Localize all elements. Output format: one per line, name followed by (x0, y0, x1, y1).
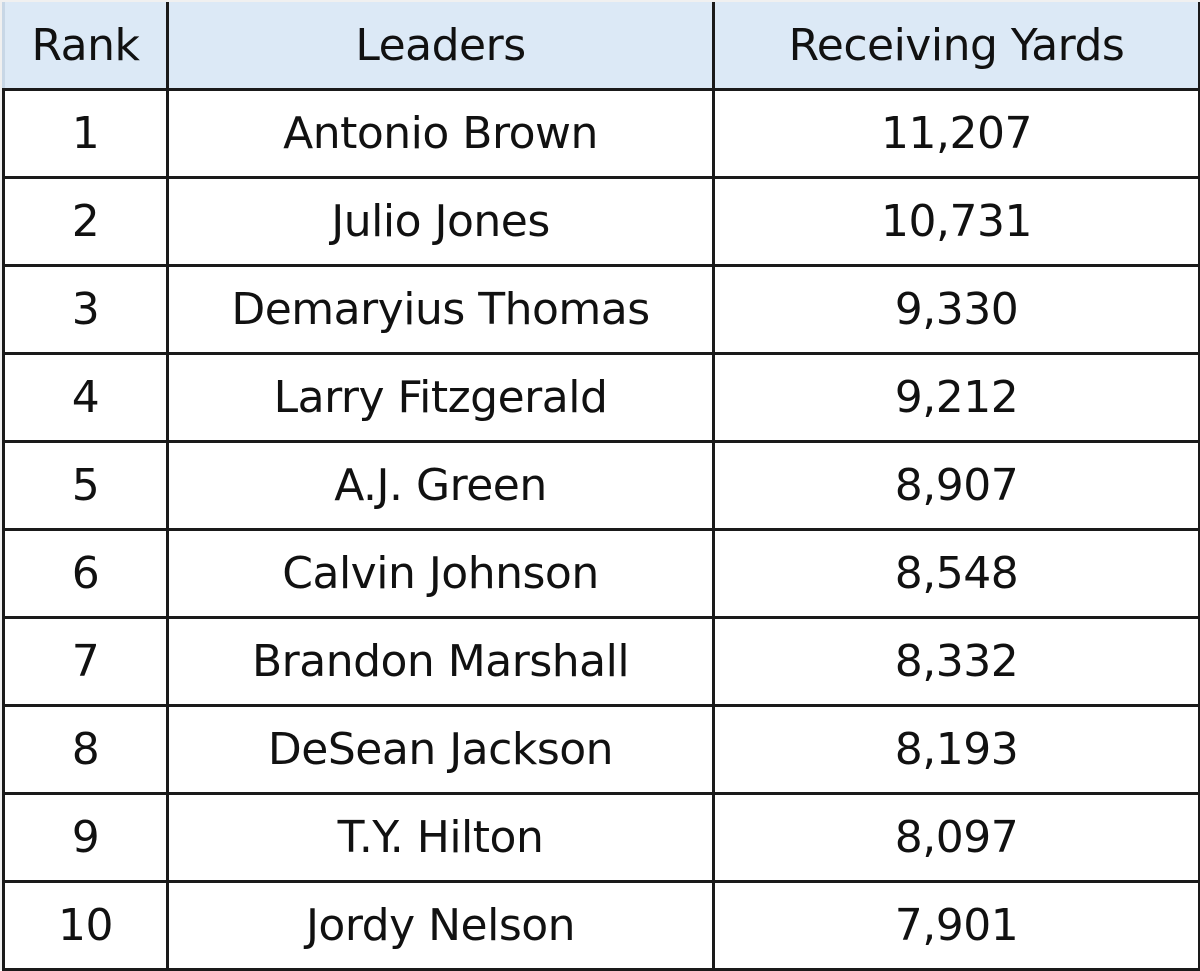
header-rank: Rank (2, 2, 169, 91)
cell-leader-name: DeSean Jackson (166, 704, 715, 795)
cell-leader-name: Larry Fitzgerald (166, 352, 715, 443)
header-receiving-yards: Receiving Yards (712, 2, 1200, 91)
cell-rank: 3 (2, 264, 169, 355)
table-row: 1 Antonio Brown 11,207 (2, 88, 1200, 179)
cell-rank: 7 (2, 616, 169, 707)
cell-receiving-yards: 8,193 (712, 704, 1200, 795)
table-row: 3 Demaryius Thomas 9,330 (2, 264, 1200, 355)
cell-receiving-yards: 8,097 (712, 792, 1200, 883)
cell-receiving-yards: 10,731 (712, 176, 1200, 267)
table-row: 7 Brandon Marshall 8,332 (2, 616, 1200, 707)
table-row: 10 Jordy Nelson 7,901 (2, 880, 1200, 971)
table-header: Rank Leaders Receiving Yards (2, 2, 1200, 91)
cell-leader-name: Jordy Nelson (166, 880, 715, 971)
cell-leader-name: Brandon Marshall (166, 616, 715, 707)
header-row: Rank Leaders Receiving Yards (2, 2, 1200, 91)
cell-receiving-yards: 7,901 (712, 880, 1200, 971)
cell-receiving-yards: 8,332 (712, 616, 1200, 707)
cell-rank: 2 (2, 176, 169, 267)
cell-leader-name: Demaryius Thomas (166, 264, 715, 355)
cell-rank: 9 (2, 792, 169, 883)
cell-receiving-yards: 8,907 (712, 440, 1200, 531)
cell-rank: 5 (2, 440, 169, 531)
cell-receiving-yards: 9,212 (712, 352, 1200, 443)
cell-leader-name: Antonio Brown (166, 88, 715, 179)
cell-leader-name: Calvin Johnson (166, 528, 715, 619)
cell-receiving-yards: 8,548 (712, 528, 1200, 619)
table-row: 2 Julio Jones 10,731 (2, 176, 1200, 267)
cell-receiving-yards: 11,207 (712, 88, 1200, 179)
table-row: 5 A.J. Green 8,907 (2, 440, 1200, 531)
cell-leader-name: Julio Jones (166, 176, 715, 267)
cell-receiving-yards: 9,330 (712, 264, 1200, 355)
table-row: 8 DeSean Jackson 8,193 (2, 704, 1200, 795)
cell-leader-name: A.J. Green (166, 440, 715, 531)
table-row: 6 Calvin Johnson 8,548 (2, 528, 1200, 619)
cell-rank: 4 (2, 352, 169, 443)
cell-leader-name: T.Y. Hilton (166, 792, 715, 883)
header-leaders: Leaders (166, 2, 715, 91)
cell-rank: 6 (2, 528, 169, 619)
cell-rank: 10 (2, 880, 169, 971)
table-row: 4 Larry Fitzgerald 9,212 (2, 352, 1200, 443)
cell-rank: 1 (2, 88, 169, 179)
table-row: 9 T.Y. Hilton 8,097 (2, 792, 1200, 883)
cell-rank: 8 (2, 704, 169, 795)
table-body: 1 Antonio Brown 11,207 2 Julio Jones 10,… (2, 88, 1200, 971)
